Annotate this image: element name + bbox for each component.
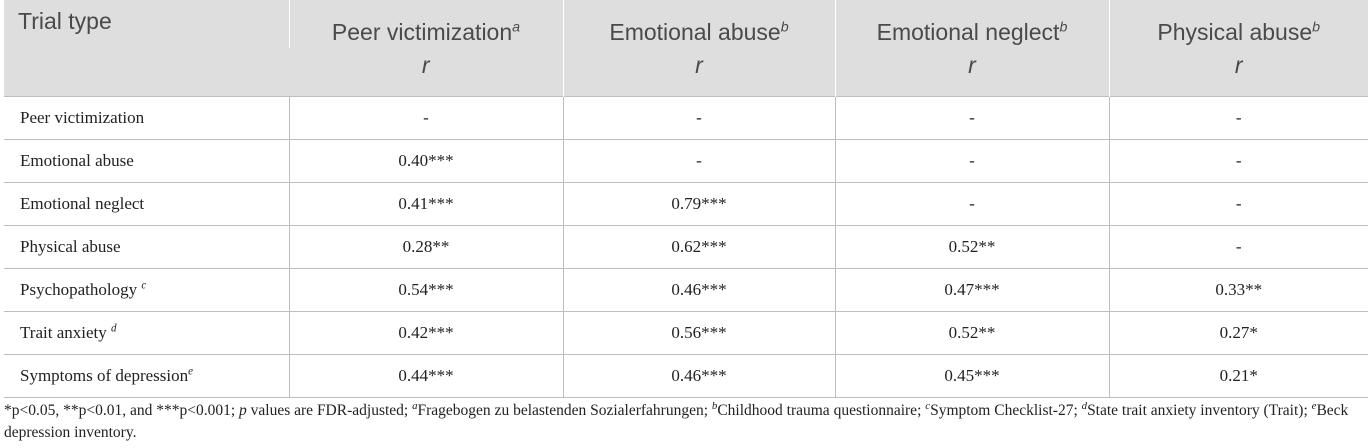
correlation-table: Trial type Peer victimizationa Emotional… (4, 0, 1368, 398)
table-cell: - (562, 96, 835, 140)
header-row: Trial type Peer victimizationa Emotional… (4, 0, 1368, 48)
header-stat-row: r r r r (4, 48, 1368, 97)
header-physical-abuse: Physical abuseb (1108, 0, 1368, 48)
table-cell: 0.21* (1108, 354, 1368, 398)
table-cell: - (834, 182, 1109, 226)
table-cell: 0.62*** (562, 225, 835, 269)
row-label: Physical abuse (4, 225, 289, 269)
row-label: Emotional abuse (4, 139, 289, 183)
table-cell: - (1108, 182, 1368, 226)
table-row: Symptoms of depressione 0.44*** 0.46*** … (4, 354, 1368, 398)
stat-label: r (1108, 48, 1368, 97)
correlation-table-container: Trial type Peer victimizationa Emotional… (4, 0, 1368, 398)
table-cell: 0.33** (1108, 268, 1368, 312)
table-row: Physical abuse 0.28** 0.62*** 0.52** - (4, 225, 1368, 269)
table-cell: 0.52** (834, 225, 1109, 269)
table-cell: 0.44*** (288, 354, 563, 398)
table-cell: 0.79*** (562, 182, 835, 226)
table-cell: 0.46*** (562, 268, 835, 312)
table-cell: 0.46*** (562, 354, 835, 398)
table-cell: - (288, 96, 563, 140)
header-peer-victimization: Peer victimizationa (288, 0, 563, 48)
table-cell: - (1108, 225, 1368, 269)
table-cell: 0.42*** (288, 311, 563, 355)
table-row: Emotional neglect 0.41*** 0.79*** - - (4, 182, 1368, 226)
table-cell: 0.56*** (562, 311, 835, 355)
table-cell: - (1108, 96, 1368, 140)
table-cell: 0.41*** (288, 182, 563, 226)
stat-label: r (834, 48, 1109, 97)
table-cell: - (834, 96, 1109, 140)
row-label: Emotional neglect (4, 182, 289, 226)
table-row: Trait anxiety d 0.42*** 0.56*** 0.52** 0… (4, 311, 1368, 355)
table-cell: 0.47*** (834, 268, 1109, 312)
table-row: Peer victimization - - - - (4, 96, 1368, 140)
table-cell: 0.54*** (288, 268, 563, 312)
table-cell: 0.52** (834, 311, 1109, 355)
row-label: Symptoms of depressione (4, 354, 289, 398)
table-cell: 0.27* (1108, 311, 1368, 355)
header-emotional-abuse: Emotional abuseb (562, 0, 835, 48)
table-cell: 0.40*** (288, 139, 563, 183)
table-row: Psychopathology c 0.54*** 0.46*** 0.47**… (4, 268, 1368, 312)
header-trial-type: Trial type (18, 8, 112, 34)
table-cell: 0.28** (288, 225, 563, 269)
table-cell: - (562, 139, 835, 183)
table-cell: - (1108, 139, 1368, 183)
table-cell: - (834, 139, 1109, 183)
table-row: Emotional abuse 0.40*** - - - (4, 139, 1368, 183)
stat-label: r (562, 48, 835, 97)
stat-label: r (421, 52, 430, 78)
header-emotional-neglect: Emotional neglectb (834, 0, 1109, 48)
row-label: Peer victimization (4, 96, 289, 140)
table-cell: 0.45*** (834, 354, 1109, 398)
table-footnote: *p<0.05, **p<0.01, and ***p<0.001; p val… (4, 399, 1349, 441)
row-label: Psychopathology c (4, 268, 289, 312)
row-label: Trait anxiety d (4, 311, 289, 355)
